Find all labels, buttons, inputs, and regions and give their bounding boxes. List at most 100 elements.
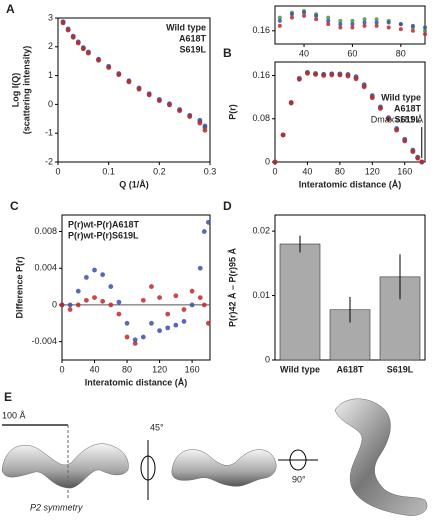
- legend-entry: P(r)wt-P(r)A618T: [68, 219, 140, 229]
- data-point: [187, 114, 193, 119]
- x-tick-label: 0.2: [153, 166, 166, 176]
- x-tick-label: 120: [152, 364, 167, 374]
- y-tick-label: 1: [48, 70, 53, 80]
- x-tick-label: 80: [396, 48, 406, 58]
- data-point: [205, 320, 211, 326]
- data-point: [167, 102, 172, 108]
- y-tick-label: 0.004: [34, 263, 57, 273]
- data-point: [353, 76, 359, 82]
- rotation-label: 90°: [292, 474, 306, 484]
- data-point: [374, 20, 379, 25]
- data-point: [165, 325, 171, 331]
- data-point: [67, 302, 73, 308]
- legend-entry: A618T: [179, 33, 207, 43]
- x-tick-label: Wild type: [280, 364, 320, 374]
- y-tick-label: 0.01: [252, 290, 270, 300]
- y-tick-label: 0.16: [252, 70, 270, 80]
- y-tick-label: 0: [52, 299, 57, 309]
- data-point: [201, 302, 207, 308]
- data-point: [350, 22, 355, 27]
- data-point: [374, 17, 379, 22]
- plot-frame: [274, 5, 426, 45]
- data-point: [116, 72, 122, 78]
- data-point: [326, 22, 331, 27]
- data-point: [296, 76, 302, 82]
- data-point: [177, 108, 183, 114]
- data-point: [132, 337, 138, 343]
- y-axis-label: (scattering intensity): [21, 46, 31, 135]
- data-point: [100, 272, 106, 278]
- data-point: [302, 13, 307, 18]
- data-point: [157, 295, 162, 300]
- plot-frame: [61, 214, 211, 361]
- y-tick-label: 0.16: [252, 25, 270, 35]
- data-point: [378, 106, 383, 111]
- data-point: [116, 311, 122, 317]
- data-point: [202, 127, 208, 133]
- data-point: [75, 40, 81, 46]
- data-point: [314, 17, 319, 22]
- data-point: [146, 92, 152, 98]
- x-tick-label: 40: [90, 364, 100, 374]
- y-tick-label: 0: [265, 156, 270, 166]
- data-point: [402, 138, 408, 144]
- data-point: [313, 72, 318, 77]
- data-point: [386, 25, 391, 30]
- panel-label: A: [6, 2, 15, 16]
- y-tick-label: -1: [45, 128, 53, 138]
- data-point: [326, 15, 331, 20]
- symmetry-label: P2 symmetry: [30, 502, 83, 512]
- data-point: [116, 299, 122, 305]
- rotation-arrow: [289, 449, 307, 471]
- data-point: [108, 284, 114, 289]
- data-point: [288, 100, 294, 106]
- y-tick-label: 3: [48, 12, 53, 22]
- x-tick-label: 0: [59, 364, 64, 374]
- data-point: [156, 98, 162, 104]
- data-point: [302, 10, 307, 15]
- data-point: [314, 13, 319, 18]
- panel-label: D: [223, 199, 232, 213]
- plot-frame: [57, 17, 211, 163]
- data-point: [423, 32, 427, 37]
- y-tick-label: 0: [265, 354, 270, 364]
- data-point: [277, 15, 282, 20]
- data-point: [86, 50, 91, 56]
- legend-entry: S619L: [394, 114, 421, 124]
- data-point: [108, 302, 114, 308]
- data-point: [181, 307, 187, 312]
- rotation-label: 45°: [150, 422, 164, 432]
- x-tick-label: S619L: [387, 364, 414, 374]
- data-point: [410, 28, 415, 33]
- data-point: [202, 123, 208, 129]
- x-axis-label: Interatomic distance (Å): [299, 179, 402, 189]
- data-point: [337, 72, 343, 78]
- data-point: [289, 12, 294, 17]
- data-point: [277, 23, 282, 28]
- data-point: [173, 322, 179, 328]
- data-point: [369, 95, 375, 101]
- y-tick-label: 2: [48, 41, 53, 51]
- data-point: [65, 27, 71, 33]
- rotation-arrow: [140, 455, 156, 481]
- data-point: [92, 267, 97, 273]
- panel-label: C: [10, 199, 19, 213]
- x-tick-label: 160: [185, 364, 200, 374]
- data-point: [67, 307, 73, 312]
- legend-entry: P(r)wt-P(r)S619L: [68, 230, 139, 240]
- data-point: [157, 328, 162, 334]
- model-view-1: [1, 443, 129, 489]
- data-point: [305, 70, 310, 76]
- x-tick-label: 40: [299, 48, 309, 58]
- data-point: [126, 79, 132, 85]
- y-tick-label: -2: [45, 156, 53, 166]
- y-tick-label: 0.08: [252, 113, 270, 123]
- data-point: [80, 46, 86, 52]
- data-point: [70, 34, 76, 40]
- x-tick-label: 0.1: [102, 166, 115, 176]
- legend-entry: Wild type: [166, 22, 206, 32]
- bar: [279, 243, 321, 361]
- y-tick-label: 0.02: [252, 225, 270, 235]
- panel-label: E: [4, 390, 12, 404]
